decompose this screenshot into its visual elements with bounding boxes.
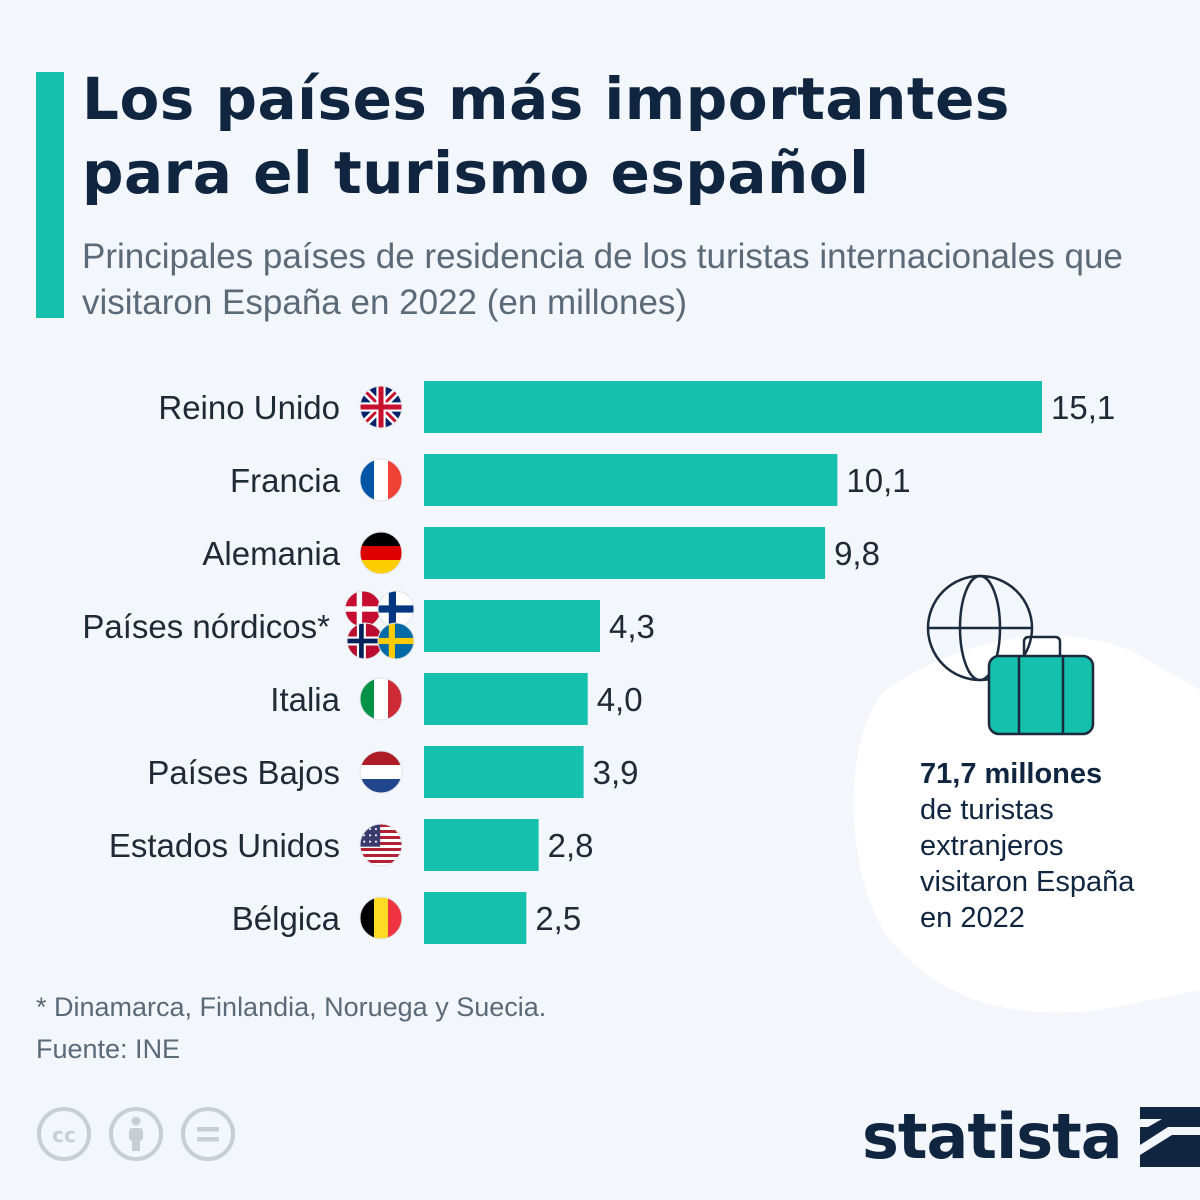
- bar-row: Italia 4,0: [270, 673, 643, 725]
- category-label: Reino Unido: [158, 389, 340, 426]
- category-label: Estados Unidos: [109, 827, 340, 864]
- bar-row: Francia 10,1: [230, 454, 911, 506]
- title-accent-bar: [36, 72, 64, 318]
- value-label: 4,0: [597, 681, 643, 718]
- page-subtitle: Principales países de residencia de los …: [82, 237, 1123, 322]
- belgium-flag-icon: [359, 896, 403, 940]
- value-label: 2,8: [548, 827, 594, 864]
- brand-name: statista: [862, 1100, 1123, 1173]
- value-label: 2,5: [535, 900, 581, 937]
- callout-line: extranjeros: [920, 830, 1064, 862]
- germany-flag-icon: [359, 531, 403, 575]
- callout-line: de turistas: [920, 794, 1054, 826]
- nordic-flags-icon: [344, 590, 415, 660]
- value-label: 9,8: [834, 535, 880, 572]
- total-tourists-callout: 71,7 millones de turistas extranjeros vi…: [920, 756, 1180, 936]
- bar-row: Países nórdicos* 4,3: [82, 590, 655, 660]
- globe-icon: [926, 574, 1034, 682]
- bar-row: Bélgica 2,5: [232, 892, 581, 944]
- category-label: Italia: [270, 681, 340, 718]
- value-label: 4,3: [609, 608, 655, 645]
- footnote: * Dinamarca, Finlandia, Noruega y Suecia…: [36, 992, 547, 1022]
- source-note: Fuente: INE: [36, 1034, 181, 1064]
- france-flag-icon: [359, 458, 403, 502]
- category-label: Francia: [230, 462, 341, 499]
- bar: [424, 527, 826, 579]
- callout-line: visitaron España: [920, 866, 1135, 898]
- usa-flag-icon: [359, 823, 403, 867]
- bar-row: Reino Unido 15,1: [158, 381, 1115, 433]
- bar-row: Estados Unidos 2,8: [109, 819, 594, 871]
- statista-mark-icon: [1139, 1106, 1200, 1167]
- no-derivatives-icon[interactable]: [180, 1106, 236, 1162]
- bar: [424, 746, 584, 798]
- total-tourists-value: 71,7 millones: [920, 758, 1103, 790]
- bar: [424, 819, 539, 871]
- value-label: 15,1: [1051, 389, 1115, 426]
- bar: [424, 892, 527, 944]
- suitcase-icon: [987, 635, 1095, 736]
- italy-flag-icon: [359, 677, 403, 721]
- value-label: 10,1: [846, 462, 910, 499]
- category-label: Alemania: [202, 535, 340, 572]
- value-label: 3,9: [593, 754, 639, 791]
- bar-chart: Reino Unido 15,1 Francia 10,1 Alemania 9,8 Paí…: [82, 381, 1115, 944]
- bar: [424, 381, 1042, 433]
- svg-text:cc: cc: [52, 1123, 76, 1147]
- cc-icon[interactable]: cc: [36, 1106, 92, 1162]
- netherlands-flag-icon: [359, 750, 403, 794]
- bar-row: Alemania 9,8: [202, 527, 880, 579]
- category-label: Países Bajos: [147, 754, 340, 791]
- category-label: Países nórdicos*: [82, 608, 330, 645]
- page-title: Los países más importantes para el turis…: [82, 65, 1010, 207]
- uk-flag-icon: [359, 385, 403, 429]
- attribution-icon[interactable]: [108, 1106, 164, 1162]
- category-label: Bélgica: [232, 900, 341, 937]
- callout-line: en 2022: [920, 902, 1025, 934]
- bar: [424, 673, 588, 725]
- bar-row: Países Bajos 3,9: [147, 746, 638, 798]
- bar: [424, 454, 838, 506]
- bar: [424, 600, 600, 652]
- statista-logo[interactable]: statista: [862, 1100, 1200, 1173]
